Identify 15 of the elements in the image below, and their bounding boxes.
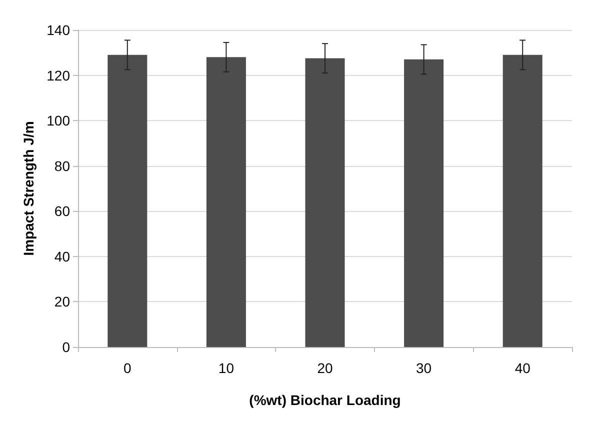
y-tick-label: 80 <box>54 158 70 174</box>
x-axis-title: (%wt) Biochar Loading <box>249 392 401 408</box>
y-tick-label: 0 <box>62 339 70 355</box>
x-tick-label: 0 <box>124 360 132 376</box>
x-tick-label: 20 <box>317 360 333 376</box>
y-tick-label: 60 <box>54 203 70 220</box>
y-axis-title: Impact Strength J/m <box>20 121 37 256</box>
y-tick-label: 40 <box>54 248 70 264</box>
x-tick-label: 10 <box>218 360 234 376</box>
x-tick-label: 30 <box>416 360 432 376</box>
y-tick-label: 20 <box>54 294 70 310</box>
y-tick-label: 120 <box>46 67 70 84</box>
y-tick-label: 140 <box>46 22 70 38</box>
x-tick-label: 40 <box>514 360 531 376</box>
y-tick-label: 100 <box>46 112 70 129</box>
